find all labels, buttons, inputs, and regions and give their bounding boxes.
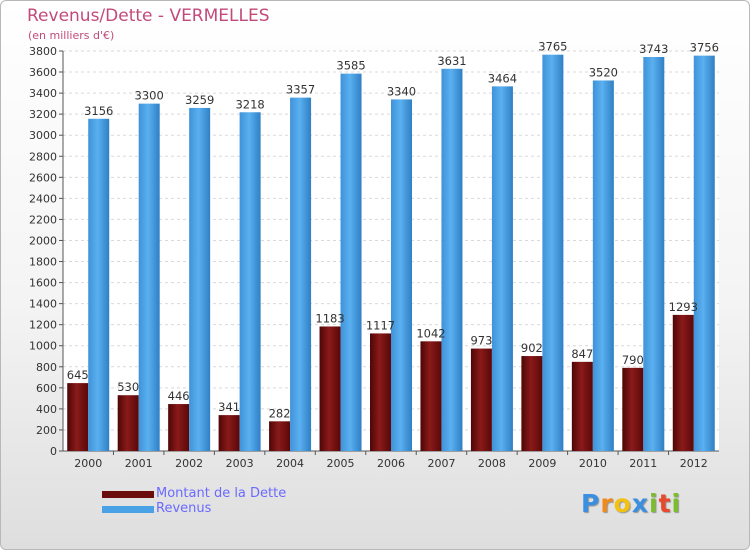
value-labels: 645 3156 530 3300 446 3259 341 3218 282 3357 1183 3… — [67, 40, 719, 421]
legend-label-dette: Montant de la Dette — [156, 486, 287, 501]
y-tick-label: 2200 — [29, 213, 57, 226]
bar-dette — [67, 383, 89, 451]
value-label-dette: 790 — [622, 353, 644, 367]
bar-dette — [319, 326, 341, 451]
y-tick-label: 600 — [36, 382, 57, 395]
legend-swatch-dette — [102, 491, 154, 498]
y-tick-label: 1800 — [29, 256, 57, 269]
bar-revenus — [542, 54, 564, 452]
y-tick-label: 1000 — [29, 340, 57, 353]
value-label-dette: 973 — [470, 334, 492, 348]
y-tick-label: 1600 — [29, 277, 57, 290]
value-label-revenus: 3340 — [387, 84, 416, 98]
value-label-dette: 1042 — [416, 326, 445, 340]
bar-dette — [370, 333, 391, 451]
y-tick-label: 3800 — [29, 45, 57, 58]
bar-dette — [117, 395, 139, 451]
bar-revenus — [391, 99, 412, 451]
bar-dette — [571, 361, 593, 451]
bar-revenus — [643, 57, 665, 451]
value-label-revenus: 3765 — [538, 40, 567, 54]
legend-label-revenus: Revenus — [156, 501, 212, 516]
y-tick-label: 200 — [36, 424, 57, 437]
x-tick-label: 2005 — [327, 457, 355, 470]
y-tick-label: 3000 — [29, 129, 57, 142]
y-tick-label: 2600 — [29, 171, 57, 184]
y-tick-label: 800 — [36, 361, 57, 374]
y-tick-label: 0 — [50, 445, 57, 458]
bar-dette — [218, 415, 240, 451]
value-label-dette: 530 — [117, 380, 139, 394]
value-label-dette: 1183 — [315, 311, 344, 325]
value-label-dette: 341 — [218, 400, 240, 414]
legend-swatch-revenus — [102, 506, 154, 513]
y-tick-label: 400 — [36, 403, 57, 416]
x-tick-label: 2002 — [175, 457, 203, 470]
value-label-revenus: 3585 — [336, 59, 365, 73]
bar-revenus — [592, 80, 614, 451]
value-label-dette: 902 — [521, 341, 543, 355]
y-tick-label: 2000 — [29, 234, 57, 247]
value-label-dette: 645 — [67, 368, 89, 382]
x-tick-label: 2000 — [74, 457, 102, 470]
y-tick-label: 3600 — [29, 66, 57, 79]
x-tick-label: 2012 — [680, 457, 708, 470]
value-label-revenus: 3520 — [589, 65, 618, 79]
bar-revenus — [189, 107, 211, 452]
bar-revenus — [290, 97, 312, 451]
y-tick-label: 2800 — [29, 150, 57, 163]
bar-revenus — [138, 103, 160, 451]
value-label-dette: 847 — [571, 347, 593, 361]
bar-dette — [470, 348, 492, 451]
x-tick-label: 2006 — [377, 457, 405, 470]
value-label-revenus: 3464 — [488, 71, 517, 85]
chart-subtitle: (en milliers d'€) — [28, 29, 115, 42]
value-label-dette: 282 — [269, 406, 291, 420]
bar-dette — [622, 367, 644, 451]
proxiti-logo: Proxiti — [581, 489, 682, 518]
bar-revenus — [491, 86, 513, 452]
x-tick-label: 2007 — [427, 457, 455, 470]
y-tick-label: 1400 — [29, 298, 57, 311]
value-label-revenus: 3631 — [437, 54, 466, 68]
y-tick-label: 1200 — [29, 319, 57, 332]
bar-dette — [672, 314, 694, 451]
chart-title: Revenus/Dette - VERMELLES — [27, 6, 270, 26]
x-tick-label: 2011 — [629, 457, 657, 470]
bar-dette — [269, 421, 291, 451]
value-label-revenus: 3357 — [286, 83, 315, 97]
bar-revenus — [88, 118, 110, 451]
bar-dette — [168, 404, 190, 451]
value-label-revenus: 3743 — [639, 42, 668, 56]
axes: 0 200 400 600 800 1000 1200 1400 1600 1800 2000 220… — [29, 45, 719, 470]
value-label-dette: 1117 — [366, 318, 395, 332]
x-tick-label: 2009 — [528, 457, 556, 470]
x-tick-label: 2003 — [226, 457, 254, 470]
value-label-dette: 446 — [168, 389, 190, 403]
x-tick-label: 2008 — [478, 457, 506, 470]
bar-dette — [420, 341, 442, 451]
bar-revenus — [693, 55, 715, 451]
value-label-revenus: 3259 — [185, 93, 214, 107]
y-tick-label: 3400 — [29, 87, 57, 100]
bar-revenus — [239, 112, 261, 452]
bar-revenus — [340, 73, 362, 451]
x-tick-label: 2010 — [579, 457, 607, 470]
value-label-revenus: 3156 — [84, 104, 113, 118]
bars — [67, 54, 715, 452]
bar-dette — [521, 356, 543, 451]
x-tick-label: 2001 — [125, 457, 153, 470]
y-tick-label: 3200 — [29, 108, 57, 121]
value-label-dette: 1293 — [669, 300, 698, 314]
x-tick-label: 2004 — [276, 457, 304, 470]
value-label-revenus: 3218 — [235, 97, 264, 111]
value-label-revenus: 3300 — [135, 89, 164, 103]
y-tick-label: 2400 — [29, 192, 57, 205]
value-label-revenus: 3756 — [690, 41, 719, 55]
bar-revenus — [441, 68, 463, 451]
